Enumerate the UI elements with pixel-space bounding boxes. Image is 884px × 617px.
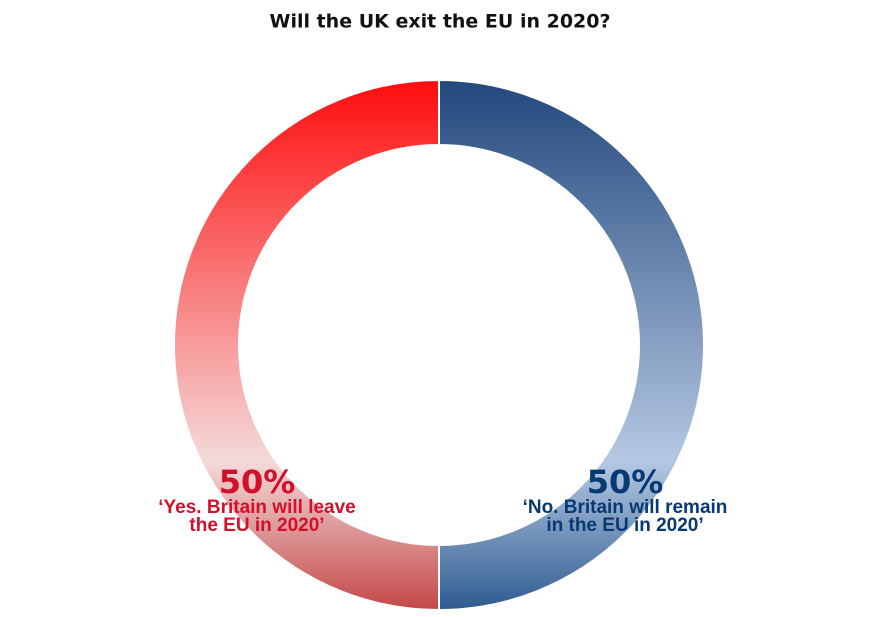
donut-slice xyxy=(438,78,705,612)
donut-slice xyxy=(173,78,440,612)
category-label: ‘No. Britain will remain in the EU in 20… xyxy=(522,497,728,536)
category-label: ‘Yes. Britain will leave the EU in 2020’ xyxy=(158,497,356,536)
value-label: 50% xyxy=(218,463,296,501)
value-label: 50% xyxy=(586,463,664,501)
chart-title: Will the UK exit the EU in 2020? xyxy=(269,11,610,33)
slice-label: 50% ‘Yes. Britain will leave the EU in 20… xyxy=(107,465,407,535)
slice-label: 50% ‘No. Britain will remain in the EU in… xyxy=(475,465,775,535)
